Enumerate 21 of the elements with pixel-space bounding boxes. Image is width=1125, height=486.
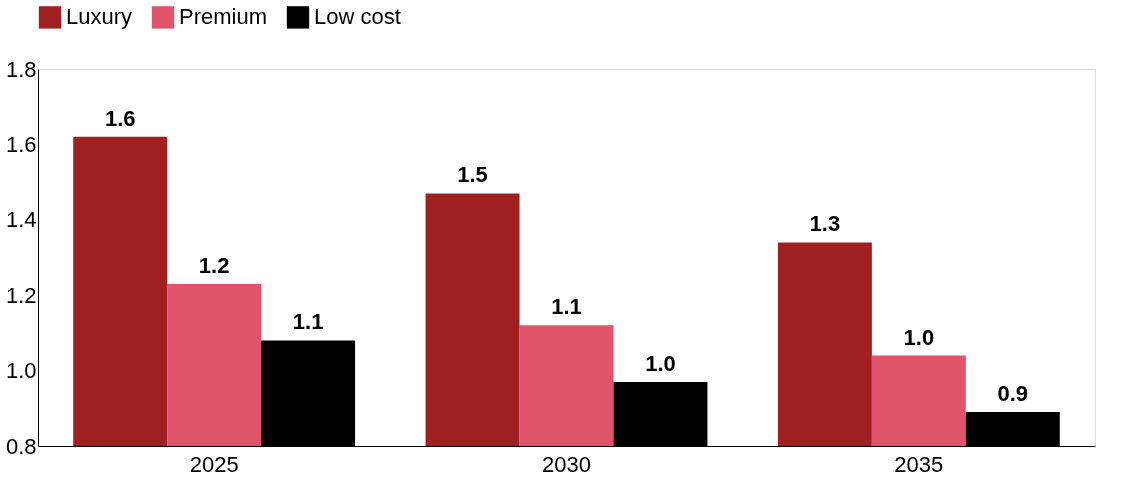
legend-label: Low cost bbox=[314, 4, 401, 30]
data-label: 1.2 bbox=[198, 252, 230, 278]
text: 1.6 bbox=[5, 131, 37, 157]
text: 1.2 bbox=[5, 282, 37, 308]
x-tick-label: 2030 bbox=[542, 451, 591, 477]
text: 1.8 bbox=[5, 56, 37, 82]
data-label: 1.6 bbox=[104, 105, 136, 131]
data-label: 1.0 bbox=[903, 324, 935, 350]
x-tick-label: 2035 bbox=[894, 451, 944, 477]
data-label: 1.3 bbox=[809, 211, 841, 237]
text: 1.4 bbox=[5, 207, 37, 233]
data-label: 1.5 bbox=[457, 162, 488, 188]
data-label: 1.1 bbox=[551, 294, 582, 320]
text: 0.8 bbox=[5, 433, 37, 459]
data-label: 0.9 bbox=[997, 381, 1029, 407]
x-tick-label: 2025 bbox=[189, 451, 239, 477]
legend-label: Premium bbox=[179, 4, 268, 30]
data-label: 1.0 bbox=[645, 350, 676, 376]
text: 1.0 bbox=[5, 358, 37, 384]
legend-label: Luxury bbox=[66, 4, 133, 30]
data-label: 1.1 bbox=[292, 309, 324, 335]
